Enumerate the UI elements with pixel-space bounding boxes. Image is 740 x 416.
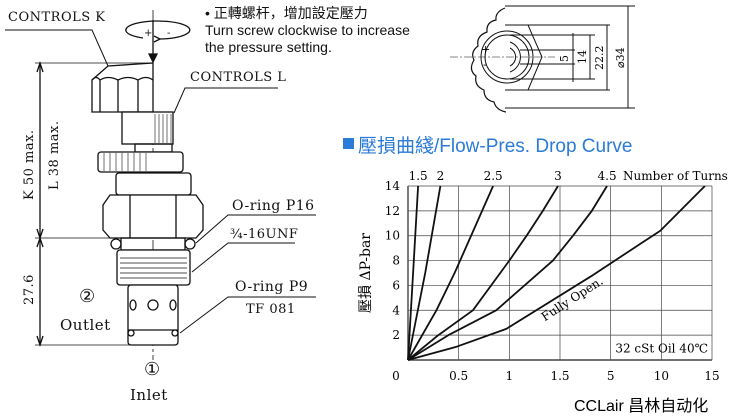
series-line-fully-open- [407, 185, 706, 361]
oil-annotation: 32 cSt Oil 40℃ [615, 342, 708, 356]
sleeve [127, 284, 179, 346]
dim-14: 14 [576, 50, 589, 64]
knob-controls-k [91, 62, 154, 113]
dimension-k-label: K 50 max. [22, 129, 37, 200]
dim-34: ⌀34 [614, 47, 627, 68]
instruction-en-1: Turn screw clockwise to increase [205, 22, 410, 38]
bullet: • [205, 5, 210, 21]
flow-pressure-drop-chart: 0 0.5 1 1.5 5 10 15 2 4 6 8 10 12 14 壓損 ΔP-bar 1.5 2 2.5 3… [358, 169, 728, 383]
dim-5: 5 [558, 55, 571, 62]
y-tick-label: 10 [385, 229, 400, 243]
turns-label: 2 [437, 169, 445, 183]
inlet-label: Inlet [130, 386, 168, 404]
chart-title: 壓損曲綫/Flow-Pres. Drop Curve [358, 136, 633, 157]
number-of-turns-label: Number of Turns [623, 169, 728, 183]
y-tick-label: 6 [392, 278, 400, 292]
x-tick-label: 0.5 [449, 369, 468, 383]
dimension-lower-label: 27.6 [22, 274, 37, 305]
instruction-zh: 正轉螺杆，增加設定壓力 [213, 5, 368, 21]
o-ring-p16-left [110, 238, 122, 250]
o-ring-p9-label: O-ring P9 [235, 279, 309, 295]
hex-body [102, 194, 204, 239]
series-line-1-5 [407, 185, 419, 361]
o-ring-p16-right [184, 238, 196, 250]
controls-k-label: CONTROLS K [8, 10, 106, 25]
y-tick-label: 2 [392, 328, 400, 342]
instruction-en-2: the pressure setting. [205, 39, 332, 55]
lock-nut [97, 151, 184, 173]
title-square-icon [343, 138, 354, 149]
turns-label: 2.5 [484, 169, 503, 183]
dim-22-2: 22.2 [593, 46, 606, 71]
rotation-plus: + [144, 28, 153, 39]
end-view-minus: - [483, 58, 487, 71]
instruction-note: • 正轉螺杆，增加設定壓力 Turn screw clockwise to in… [205, 5, 410, 56]
valve-cross-section-drawing [5, 10, 316, 360]
tf-label: TF 081 [246, 302, 296, 317]
y-axis-label: 壓損 ΔP-bar [358, 233, 374, 313]
rotation-arrow-icon [125, 20, 191, 40]
y-tick-label: 8 [392, 254, 400, 268]
fully-open-label: Fully Open. [539, 274, 606, 324]
port-2-number: ② [79, 286, 96, 307]
x-tick-label: 1.5 [550, 369, 569, 383]
outlet-label: Outlet [60, 316, 111, 334]
x-tick-label: 10 [654, 369, 669, 383]
turns-label: 1.5 [409, 169, 428, 183]
series-line-2 [407, 185, 442, 361]
x-tick-label: 5 [607, 369, 615, 383]
dimension-l-label: L 38 max. [47, 120, 62, 190]
adjust-screw-controls-l [121, 111, 174, 145]
thread-section [116, 249, 191, 286]
rotation-minus: - [167, 28, 171, 39]
port-1-number: ① [144, 359, 161, 380]
series-line-4-5 [407, 185, 608, 361]
end-view-plus: + [481, 43, 490, 56]
o-ring-p16-label: O-ring P16 [232, 198, 315, 214]
end-view-drawing: + - 5 14 22.2 ⌀34 [450, 5, 635, 113]
watermark: CCLair 昌林自动化 [574, 392, 709, 416]
series-line-3 [407, 185, 559, 361]
series-line-2-5 [407, 185, 494, 361]
turns-label: 4.5 [598, 169, 617, 183]
y-tick-label: 4 [392, 303, 400, 317]
x-tick-label: 15 [704, 369, 719, 383]
x-tick-label: 1 [506, 369, 514, 383]
controls-l-label: CONTROLS L [190, 70, 287, 85]
y-tick-label: 14 [385, 179, 401, 193]
thread-label: ¾-16UNF [230, 227, 299, 242]
x-tick-label: 0 [392, 369, 400, 383]
turns-label: 3 [554, 169, 562, 183]
y-tick-label: 12 [385, 204, 400, 218]
